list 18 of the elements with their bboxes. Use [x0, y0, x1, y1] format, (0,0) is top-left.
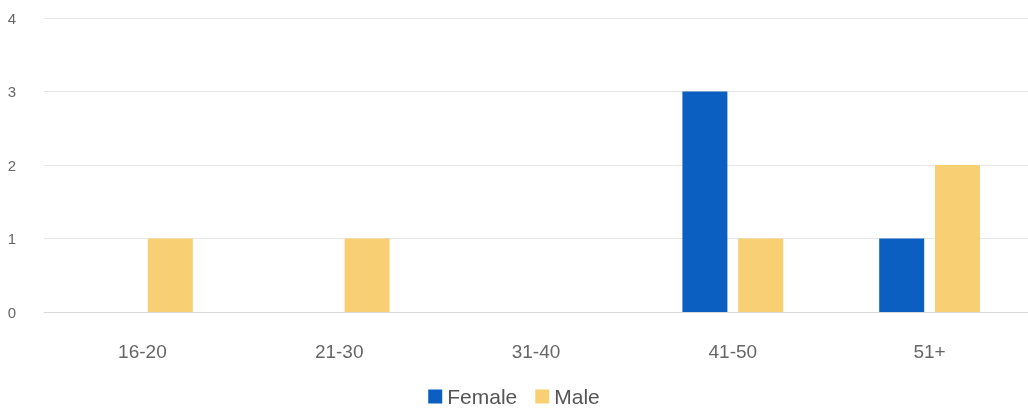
bar [682, 91, 728, 312]
x-tick-label: 31-40 [511, 341, 561, 362]
bar [738, 238, 784, 312]
y-tick-label: 0 [7, 303, 16, 321]
x-tick-label: 51+ [913, 341, 946, 362]
x-tick-label: 21-30 [314, 341, 364, 362]
bar [344, 238, 390, 312]
y-tick-label: 2 [7, 156, 16, 174]
y-tick-label: 1 [7, 230, 16, 247]
bar [147, 238, 193, 312]
x-tick-label: 16-20 [118, 341, 167, 362]
legend-label: Female [447, 385, 518, 408]
bar [935, 165, 980, 312]
y-tick-label: 3 [7, 83, 16, 100]
y-tick-label: 4 [7, 9, 16, 27]
bar [879, 238, 925, 312]
legend-label: Male [554, 385, 600, 408]
x-tick-label: 41-50 [708, 341, 758, 362]
